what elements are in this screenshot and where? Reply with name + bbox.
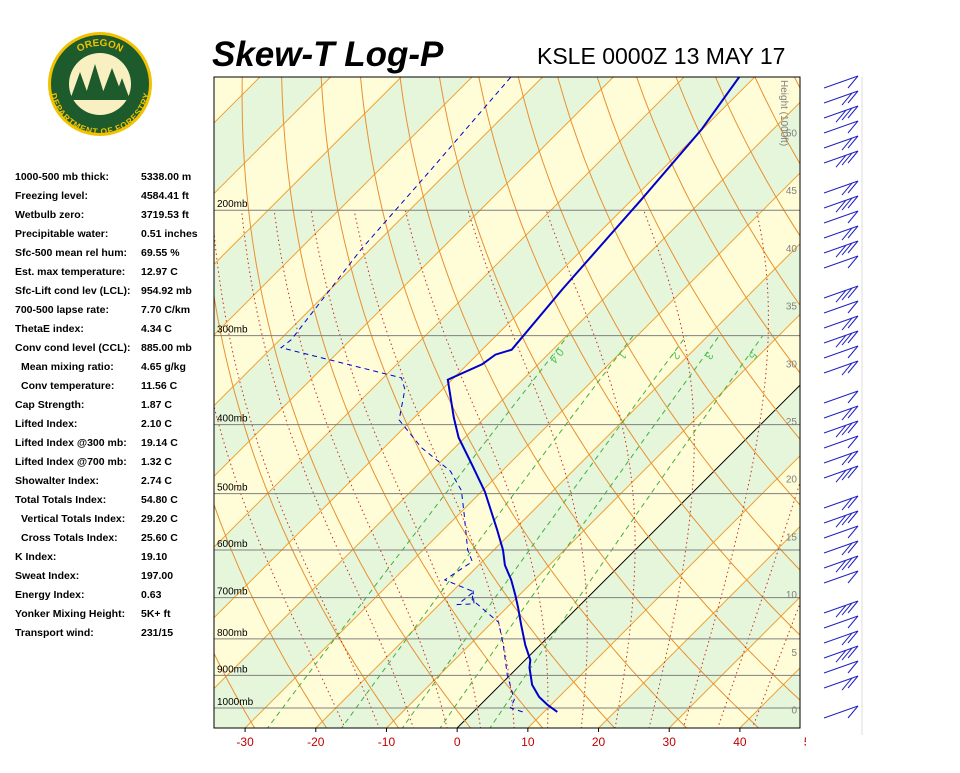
- stat-value: 12.97 C: [141, 266, 178, 278]
- stat-label: 1000-500 mb thick:: [15, 171, 109, 183]
- stat-value: 7.70 C/km: [141, 304, 190, 316]
- height-label: 20: [786, 475, 798, 486]
- height-label: 45: [786, 186, 798, 197]
- dry-adiabat: [937, 52, 960, 737]
- height-label: 15: [786, 532, 798, 543]
- stat-value: 231/15: [141, 627, 173, 639]
- x-tick-label: 50: [804, 735, 818, 749]
- x-tick-label: -10: [378, 735, 396, 749]
- height-label: 0: [791, 706, 797, 717]
- pressure-label: 900mb: [217, 664, 248, 675]
- stat-label: K Index:: [15, 551, 56, 563]
- dry-adiabat: [860, 52, 960, 737]
- stat-value: 4.34 C: [141, 323, 172, 335]
- stat-label: Est. max temperature:: [15, 266, 125, 278]
- stat-label: Cross Totals Index:: [21, 532, 118, 544]
- stat-value: 1.32 C: [141, 456, 172, 468]
- height-label: 5: [791, 648, 797, 659]
- stat-value: 5338.00 m: [141, 171, 191, 183]
- x-tick-label: -30: [236, 735, 254, 749]
- pressure-label: 700mb: [217, 587, 248, 598]
- stat-value: 0.63: [141, 589, 162, 601]
- height-label: 35: [786, 302, 798, 313]
- pressure-label: 600mb: [217, 539, 248, 550]
- stats-list: 1000-500 mb thick: 5338.00 m Freezing leve…: [15, 171, 198, 639]
- stat-value: 4584.41 ft: [141, 190, 189, 202]
- stat-label: Precipitable water:: [15, 228, 108, 240]
- pressure-label: 500mb: [217, 483, 248, 494]
- height-label: 25: [786, 417, 798, 428]
- stat-label: Lifted Index @300 mb:: [15, 437, 127, 449]
- stat-label: Transport wind:: [15, 627, 94, 639]
- stat-label: Mean mixing ratio:: [21, 361, 114, 373]
- stat-value: 0.51 inches: [141, 228, 198, 240]
- stat-value: 25.60 C: [141, 532, 178, 544]
- stat-value: 19.14 C: [141, 437, 178, 449]
- stat-label: Total Totals Index:: [15, 494, 106, 506]
- stat-label: Lifted Index @700 mb:: [15, 456, 127, 468]
- stat-value: 19.10: [141, 551, 167, 563]
- height-label: 30: [786, 359, 798, 370]
- dry-adiabat: [821, 52, 960, 737]
- pressure-label: 800mb: [217, 628, 248, 639]
- stat-value: 5K+ ft: [141, 608, 171, 620]
- stat-value: 197.00: [141, 570, 173, 582]
- stat-value: 3719.53 ft: [141, 209, 189, 221]
- stat-label: Lifted Index:: [15, 418, 77, 430]
- stat-label: Cap Strength:: [15, 399, 84, 411]
- stat-label: 700-500 lapse rate:: [15, 304, 109, 316]
- stat-value: 1.87 C: [141, 399, 172, 411]
- isotherm-band: [811, 77, 960, 728]
- stat-label: Sweat Index:: [15, 570, 79, 582]
- stat-value: 2.10 C: [141, 418, 172, 430]
- stat-value: 954.92 mb: [141, 285, 192, 297]
- x-tick-label: 20: [592, 735, 606, 749]
- height-label: 10: [786, 590, 798, 601]
- x-tick-label: -20: [307, 735, 325, 749]
- isotherm: [881, 77, 960, 728]
- stat-value: 2.74 C: [141, 475, 172, 487]
- height-axis-label: Height (1000ft): [778, 80, 789, 146]
- isotherm: [811, 77, 960, 728]
- chart-title: Skew-T Log-P: [212, 35, 444, 74]
- stat-label: Conv temperature:: [21, 380, 114, 392]
- pressure-label: 200mb: [217, 199, 248, 210]
- stat-label: Sfc-500 mean rel hum:: [15, 247, 127, 259]
- logo: OREGON DEPARTMENT OF FORESTRY: [48, 32, 152, 137]
- pressure-label: 1000mb: [217, 697, 254, 708]
- stat-label: Wetbulb zero:: [15, 209, 84, 221]
- stat-label: Vertical Totals Index:: [21, 513, 125, 525]
- stat-value: 11.56 C: [141, 380, 178, 392]
- stat-value: 885.00 mb: [141, 342, 192, 354]
- stat-value: 54.80 C: [141, 494, 178, 506]
- x-tick-label: 10: [521, 735, 535, 749]
- x-tick-label: 0: [454, 735, 461, 749]
- chart-subtitle: KSLE 0000Z 13 MAY 17: [537, 43, 785, 69]
- x-tick-label: 40: [733, 735, 747, 749]
- pressure-label: 300mb: [217, 325, 248, 336]
- stat-value: 69.55 %: [141, 247, 180, 259]
- dry-adiabat: [783, 52, 960, 737]
- stat-label: Energy Index:: [15, 589, 84, 601]
- stat-value: 29.20 C: [141, 513, 178, 525]
- pressure-label: 400mb: [217, 414, 248, 425]
- stat-label: Showalter Index:: [15, 475, 99, 487]
- stat-label: Conv cond level (CCL):: [15, 342, 131, 354]
- wind-barbs: [824, 76, 862, 735]
- stat-label: Freezing level:: [15, 190, 88, 202]
- height-label: 40: [786, 244, 798, 255]
- x-tick-label: 30: [663, 735, 677, 749]
- stat-label: Sfc-Lift cond lev (LCL):: [15, 285, 131, 297]
- dry-adiabat: [898, 52, 960, 737]
- stat-label: Yonker Mixing Height:: [15, 608, 125, 620]
- stat-value: 4.65 g/kg: [141, 361, 186, 373]
- stat-label: ThetaE index:: [15, 323, 84, 335]
